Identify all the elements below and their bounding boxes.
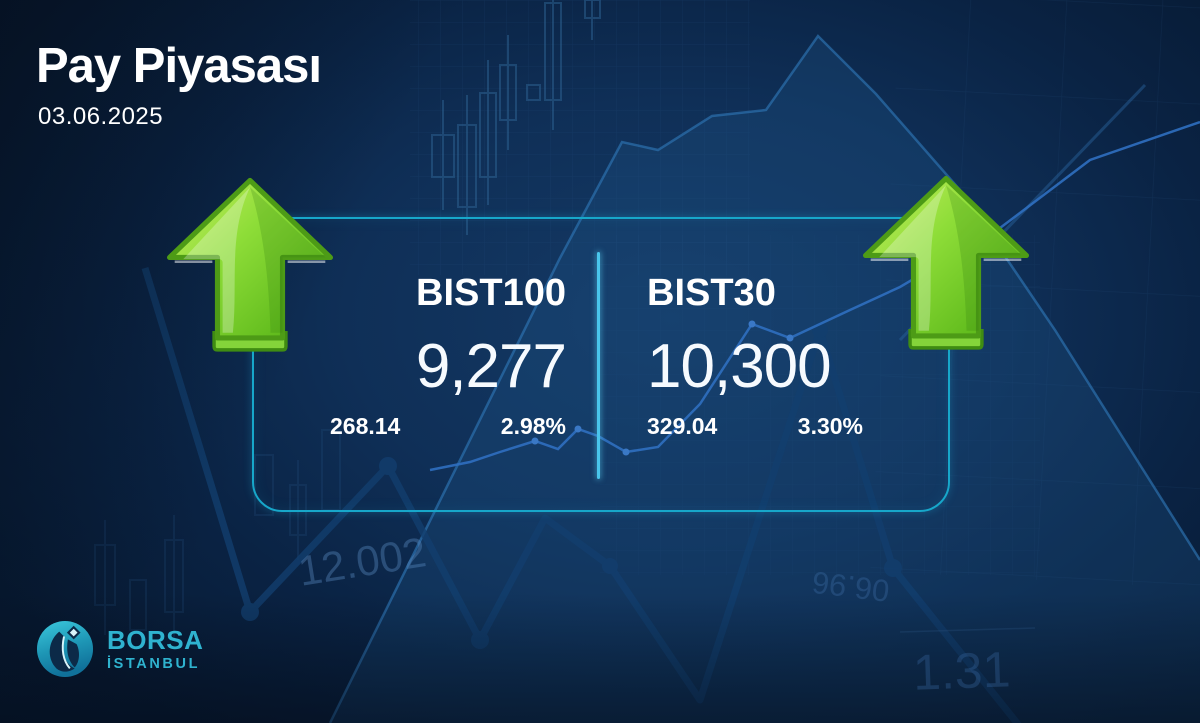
borsa-istanbul-logo-icon	[36, 620, 94, 678]
index-change: 329.04	[647, 413, 718, 439]
up-arrow-icon	[166, 177, 334, 352]
index-name: BIST100	[416, 272, 566, 314]
page-title: Pay Piyasası	[36, 39, 322, 93]
panel-divider	[597, 252, 600, 479]
index-bist100: BIST100 9,277 268.14 2.98%	[330, 272, 567, 439]
index-bist30: BIST30 10,300 329.04 3.30%	[647, 274, 863, 438]
logo-brand-text: BORSA	[107, 624, 204, 655]
index-change: 268.14	[330, 413, 401, 439]
date-label: 03.06.2025	[38, 103, 164, 130]
index-change-pct: 3.30%	[797, 413, 863, 439]
index-value: 9,277	[415, 332, 567, 401]
index-name: BIST30	[647, 272, 776, 314]
borsa-istanbul-logo: BORSA İSTANBUL	[36, 620, 203, 678]
up-arrow-icon	[862, 175, 1030, 350]
logo-sub-text: İSTANBUL	[107, 655, 201, 672]
indices-panel: BIST100 9,277 268.14 2.98% BIST30 10,300…	[252, 217, 950, 512]
index-value: 10,300	[647, 332, 832, 401]
index-change-pct: 2.98%	[500, 413, 566, 439]
